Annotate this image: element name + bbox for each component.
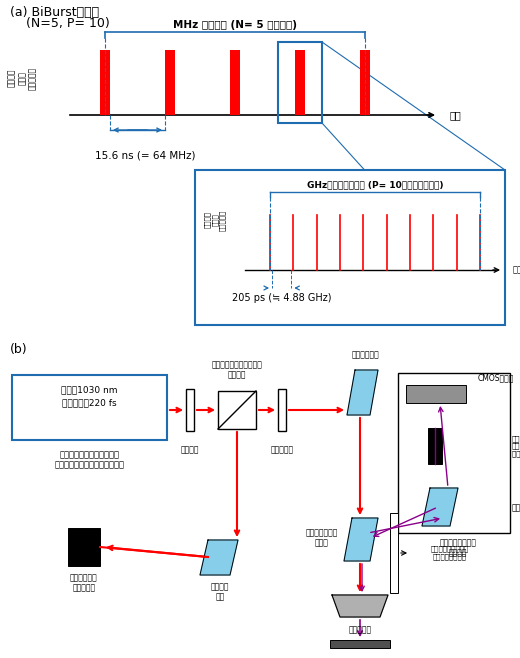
Text: レーザー
パルス
エネルギー: レーザー パルス エネルギー [7, 66, 37, 89]
Text: 205 ps (≒ 4.88 GHz): 205 ps (≒ 4.88 GHz) [232, 293, 331, 303]
Text: MHz バースト (N= 5 バースト): MHz バースト (N= 5 バースト) [173, 20, 297, 30]
Text: レーザー
ダイオード
波長：785 nm: レーザー ダイオード 波長：785 nm [512, 435, 520, 457]
Bar [398, 373, 510, 533]
Text: 全反射ミラー: 全反射ミラー [351, 351, 379, 359]
Polygon shape [422, 488, 458, 526]
Text: CMOSカメラ: CMOSカメラ [478, 374, 514, 382]
Text: 時間: 時間 [450, 110, 462, 120]
Bar [186, 389, 194, 431]
Text: 時間: 時間 [513, 265, 520, 274]
Text: レーザー
パルス
エネルギー: レーザー パルス エネルギー [204, 209, 226, 230]
Bar [360, 50, 370, 115]
Text: 対物レンズ: 対物レンズ [348, 626, 372, 634]
Text: オートフォーカス用
高さ調整ステージ: オートフォーカス用 高さ調整ステージ [431, 546, 469, 560]
Polygon shape [344, 518, 378, 561]
Bar [230, 50, 240, 115]
Text: シャッター: シャッター [270, 445, 294, 455]
Bar [330, 640, 390, 648]
Bar [390, 513, 398, 593]
Text: ウェッジ
基板: ウェッジ 基板 [211, 582, 229, 601]
Bar [278, 389, 286, 431]
Bar [100, 50, 110, 115]
Bar [68, 528, 100, 566]
Text: 15.6 ns (= 64 MHz): 15.6 ns (= 64 MHz) [95, 150, 196, 160]
Text: (N=5, P= 10): (N=5, P= 10) [10, 18, 110, 30]
Bar [295, 50, 305, 115]
Text: 偏光ビームスプリッター
キューブ: 偏光ビームスプリッター キューブ [212, 361, 263, 380]
Text: (a) BiBurstモード: (a) BiBurstモード [10, 5, 99, 18]
Bar [12, 375, 167, 440]
Bar [195, 170, 505, 325]
Bar [278, 42, 322, 123]
Text: パルス幅：220 fs: パルス幅：220 fs [62, 399, 117, 407]
Text: オートフォーカス
システム: オートフォーカス システム [439, 538, 476, 558]
Polygon shape [347, 370, 378, 415]
Text: 超高速フォト
ダイオード: 超高速フォト ダイオード [70, 573, 98, 593]
Text: (b): (b) [10, 343, 28, 357]
Bar [218, 391, 256, 429]
Text: ダイクロイック
ミラー: ダイクロイック ミラー [306, 528, 338, 547]
Polygon shape [200, 540, 238, 575]
Text: フェムト秒レーザー発振器
（バーストパルス発生器内蔵）: フェムト秒レーザー発振器 （バーストパルス発生器内蔵） [55, 450, 124, 470]
Text: GHzバーストパルス (P= 10イントラパルス): GHzバーストパルス (P= 10イントラパルス) [307, 180, 443, 190]
Polygon shape [332, 595, 388, 617]
Bar [165, 50, 175, 115]
Text: 半波長板: 半波長板 [181, 445, 199, 455]
Text: 波長：1030 nm: 波長：1030 nm [61, 386, 118, 395]
Text: 全反射ミラー: 全反射ミラー [512, 503, 520, 513]
Bar [406, 385, 466, 403]
Bar [428, 428, 442, 464]
